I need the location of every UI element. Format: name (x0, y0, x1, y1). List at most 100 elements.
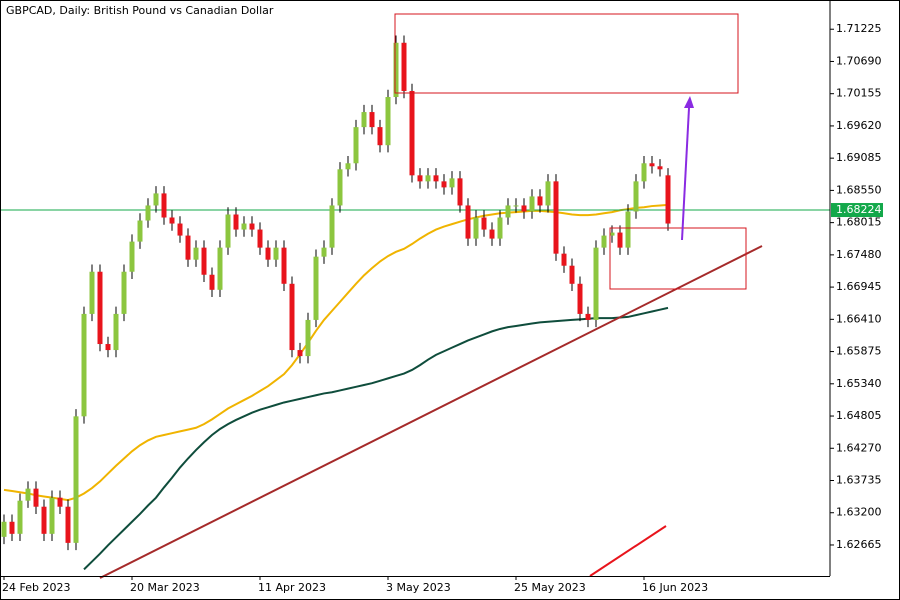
candle-body (201, 247, 207, 275)
candle-body (449, 178, 455, 188)
candle-body (369, 112, 375, 128)
candle-body (649, 163, 655, 167)
candle-body (73, 416, 79, 543)
candle-body (377, 127, 383, 146)
candle-body (185, 235, 191, 260)
x-tick-label: 16 Jun 2023 (642, 581, 708, 594)
candle-body (105, 344, 111, 351)
y-tick-label: 1.68015 (836, 216, 882, 229)
candle-body (289, 283, 295, 351)
y-tick-label: 1.65875 (836, 345, 882, 358)
candle-body (665, 175, 671, 224)
candle-body (417, 175, 423, 182)
arrow (681, 107, 690, 241)
candle-body (305, 319, 311, 357)
candle-body (601, 235, 607, 248)
y-tick-label: 1.68550 (836, 183, 882, 196)
candle-body (273, 247, 279, 260)
y-tick-label: 1.64805 (836, 409, 882, 422)
candle-body (281, 247, 287, 284)
candle-body (481, 217, 487, 230)
y-tick-label: 1.67480 (836, 248, 882, 261)
candle-body (553, 181, 559, 254)
candle-body (609, 232, 615, 236)
candle-body (529, 196, 535, 212)
candle-body (545, 181, 551, 206)
candle-body (129, 241, 135, 272)
y-tick-label: 1.63735 (836, 474, 882, 487)
candle-body (521, 205, 527, 212)
candle-body (17, 500, 23, 534)
candle-body (41, 506, 47, 534)
candle-body (617, 232, 623, 248)
candle-body (633, 181, 639, 212)
candle-body (9, 521, 15, 534)
candle-body (49, 497, 55, 534)
x-tick-label: 11 Apr 2023 (258, 581, 326, 594)
candle-body (121, 271, 127, 314)
y-tick-label: 1.63200 (836, 506, 882, 519)
candle-body (537, 196, 543, 206)
candle-body (313, 256, 319, 320)
candle-body (217, 247, 223, 290)
y-tick-label: 1.66410 (836, 312, 882, 325)
candle-body (137, 220, 143, 242)
candle-body (321, 247, 327, 257)
x-tick-label: 24 Feb 2023 (2, 581, 70, 594)
resistance-zone (394, 13, 739, 94)
candle-body (505, 205, 511, 218)
arrow-head (684, 96, 694, 108)
candle-body (457, 178, 463, 206)
plot (0, 35, 830, 571)
candle-body (353, 127, 359, 164)
candle-body (433, 175, 439, 182)
candle-body (177, 223, 183, 236)
candle-body (409, 90, 415, 176)
candle-body (1, 521, 7, 537)
candle-body (345, 163, 351, 170)
candle-body (657, 166, 663, 170)
y-tick-label: 1.71225 (836, 22, 882, 35)
candle-body (385, 97, 391, 146)
candle-body (625, 211, 631, 248)
y-tick-label: 1.70690 (836, 54, 882, 67)
candle-body (65, 506, 71, 543)
candle-body (497, 217, 503, 239)
current-price-tag (831, 203, 883, 218)
support-zone (609, 227, 747, 290)
candle-body (361, 112, 367, 128)
candle-body (401, 42, 407, 91)
candle-body (161, 193, 167, 218)
y-tick-label: 1.69085 (836, 151, 882, 164)
candle-body (297, 350, 303, 357)
candle-body (153, 193, 159, 206)
y-tick-label: 1.64270 (836, 441, 882, 454)
y-tick-label: 1.62665 (836, 538, 882, 551)
candle-body (209, 274, 215, 290)
candle-body (225, 214, 231, 248)
current-price-label: 1.68224 (836, 203, 882, 216)
x-tick-label: 20 Mar 2023 (130, 581, 200, 594)
candle-body (169, 217, 175, 224)
candle-body (473, 217, 479, 239)
chart-title: GBPCAD, Daily: British Pound vs Canadian… (6, 4, 274, 17)
y-tick-label: 1.65340 (836, 377, 882, 390)
candle-body (425, 175, 431, 182)
candle-body (113, 313, 119, 351)
candle-body (233, 214, 239, 230)
candle-body (585, 313, 591, 320)
candle-body (97, 271, 103, 345)
candle-body (337, 169, 343, 206)
candle-body (25, 488, 31, 501)
candle-body (513, 205, 519, 207)
y-tick-label: 1.70155 (836, 87, 882, 100)
candle-body (329, 205, 335, 248)
candle-body (561, 253, 567, 266)
candle-body (33, 488, 39, 507)
x-tick-label: 3 May 2023 (386, 581, 451, 594)
candle-body (393, 42, 399, 98)
candle-body (81, 313, 87, 417)
